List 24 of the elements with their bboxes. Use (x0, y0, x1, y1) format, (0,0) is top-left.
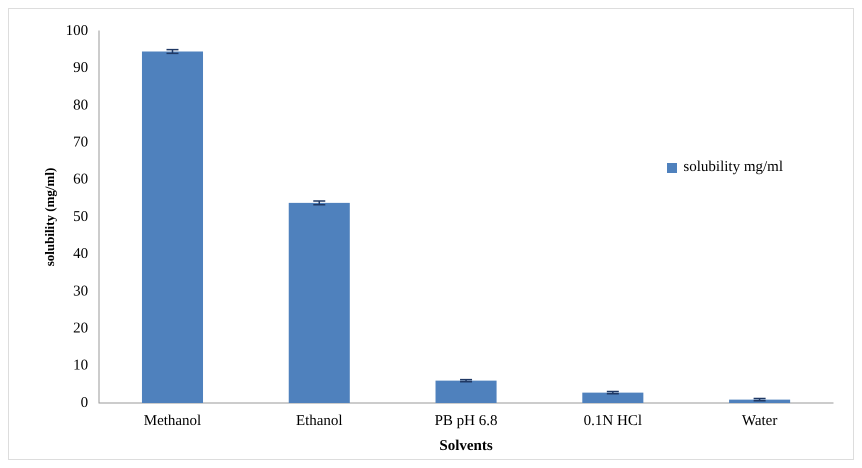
bar (436, 380, 497, 403)
y-tick-label: 60 (73, 172, 88, 188)
x-axis-title: Solvents (439, 438, 493, 454)
x-tick-label: 0.1N HCl (584, 412, 642, 429)
y-tick-label: 30 (73, 283, 88, 300)
x-tick-label: Water (742, 412, 778, 429)
x-tick-label: Ethanol (296, 412, 343, 429)
y-tick-label: 70 (73, 134, 88, 151)
legend-label: solubility mg/ml (683, 159, 783, 176)
y-tick-label: 10 (73, 358, 88, 374)
y-tick-label: 50 (73, 208, 88, 225)
bar (288, 202, 350, 403)
y-tick-label: 90 (73, 60, 88, 76)
bar (729, 400, 790, 403)
y-tick-label: 0 (80, 394, 88, 411)
bar (582, 392, 644, 403)
x-tick-label: Methanol (144, 412, 202, 429)
y-tick-label: 40 (73, 246, 88, 262)
bar (142, 51, 204, 403)
y-tick-label: 20 (73, 320, 88, 337)
y-tick-label: 80 (73, 97, 88, 114)
y-axis-title: solubility (mg/ml) (42, 168, 58, 266)
y-tick-label: 100 (66, 22, 88, 39)
x-tick-label: PB pH 6.8 (434, 412, 498, 429)
